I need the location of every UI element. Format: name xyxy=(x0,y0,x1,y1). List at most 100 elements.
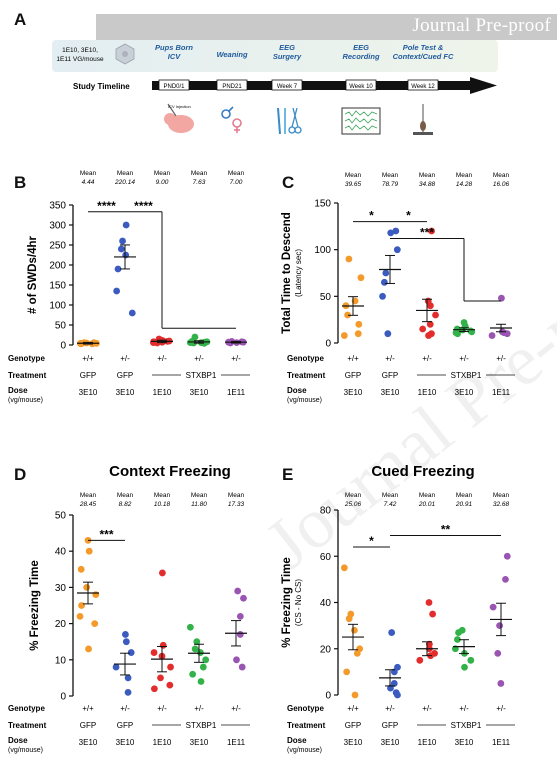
dose-value: 1E11 xyxy=(227,388,246,397)
data-point xyxy=(357,274,365,282)
data-point xyxy=(388,629,396,636)
dose-value: 1E10 xyxy=(153,738,172,747)
treatment-value: GFP xyxy=(382,721,398,730)
data-point xyxy=(158,569,166,577)
y-axis-label: % Freezing Time xyxy=(281,557,293,648)
data-point xyxy=(387,229,395,237)
surgical-tools-icon xyxy=(277,107,302,135)
data-point xyxy=(489,603,497,611)
genotype-row-label: Genotype xyxy=(287,704,324,713)
data-point xyxy=(122,638,130,646)
data-point xyxy=(113,287,121,295)
data-point xyxy=(432,311,439,319)
data-point xyxy=(467,327,475,335)
data-point xyxy=(502,575,509,583)
treatment-value: GFP xyxy=(117,721,133,730)
data-point xyxy=(122,221,130,229)
chart-title: Cued Freezing xyxy=(371,463,474,480)
genotype-value: +/+ xyxy=(82,704,94,713)
data-point xyxy=(488,332,496,339)
dose-row-label: Dose xyxy=(287,386,307,395)
mean-value: 17.33 xyxy=(228,501,245,508)
data-point xyxy=(343,668,351,676)
mean-value: 220.14 xyxy=(114,179,135,186)
mean-label: Mean xyxy=(493,492,510,499)
data-point xyxy=(240,594,247,602)
mean-label: Mean xyxy=(117,170,134,177)
event-title: ICV xyxy=(168,52,182,61)
mean-label: Mean xyxy=(419,492,436,499)
genotype-value: +/+ xyxy=(347,354,359,363)
data-point xyxy=(425,599,433,606)
mean-label: Mean xyxy=(154,170,171,177)
data-point xyxy=(340,332,348,339)
y-tick-label: 10 xyxy=(55,655,67,666)
y-axis-label: Total Time to Descend xyxy=(281,212,293,334)
data-point xyxy=(344,311,351,319)
treatment-row-label: Treatment xyxy=(8,721,47,730)
timeline-label: Study Timeline xyxy=(73,82,130,91)
data-point xyxy=(354,330,362,338)
dose-note-line-1: 1E10, 3E10, xyxy=(62,47,98,54)
mean-label: Mean xyxy=(191,170,208,177)
mean-value: 14.28 xyxy=(456,181,473,188)
data-point xyxy=(114,265,122,273)
significance-stars: **** xyxy=(134,199,153,213)
male-female-icon xyxy=(221,106,242,133)
dose-row-label: Dose xyxy=(8,736,28,745)
data-point xyxy=(497,680,505,687)
cued-freezing-chart: Cued Freezing Mean 25.06 Mean 7.42 Mean 20.01 M… xyxy=(281,463,515,754)
timeline-arrow-head xyxy=(470,77,497,94)
data-point xyxy=(392,227,400,235)
data-point xyxy=(199,663,207,671)
data-point xyxy=(233,656,240,664)
chart-title: Context Freezing xyxy=(109,463,231,480)
data-point xyxy=(455,629,462,636)
y-axis-sublabel: (Latency sec) xyxy=(294,249,303,297)
genotype-value: +/- xyxy=(120,354,130,363)
treatment-value: GFP xyxy=(382,371,398,380)
genotype-value: +/- xyxy=(231,354,241,363)
data-point xyxy=(150,649,158,656)
data-point xyxy=(379,292,386,300)
stxbp1-label: STXBP1 xyxy=(186,371,217,380)
dose-value: 1E11 xyxy=(227,738,246,747)
data-point xyxy=(166,681,174,689)
y-tick-label: 150 xyxy=(314,199,331,210)
data-point xyxy=(77,565,85,573)
mean-value: 8.82 xyxy=(119,501,132,508)
treatment-row-label: Treatment xyxy=(8,371,47,380)
data-point xyxy=(112,663,120,671)
y-tick-label: 200 xyxy=(49,261,66,272)
panel-letter-d: D xyxy=(14,465,27,484)
genotype-value: +/- xyxy=(194,354,204,363)
dose-unit-label: (vg/mouse) xyxy=(8,397,43,404)
dose-note-line-2: 1E11 VG/mouse xyxy=(56,56,104,63)
dose-value: 1E11 xyxy=(492,388,511,397)
data-point xyxy=(340,564,348,572)
data-point xyxy=(236,612,244,620)
treatment-row-label: Treatment xyxy=(287,371,326,380)
mean-label: Mean xyxy=(419,172,436,179)
event-title: Surgery xyxy=(273,52,302,61)
data-point xyxy=(452,329,460,337)
dose-unit-label: (vg/mouse) xyxy=(287,747,322,754)
timeline-tick-label: Week 10 xyxy=(349,84,373,90)
data-point xyxy=(503,552,511,560)
mean-value: 10.18 xyxy=(154,501,171,508)
genotype-value: +/- xyxy=(459,704,469,713)
mean-label: Mean xyxy=(117,492,134,499)
y-tick-label: 150 xyxy=(49,281,66,292)
dose-value: 3E10 xyxy=(344,738,363,747)
neonatal-pup-icon xyxy=(164,103,194,133)
y-axis-sublabel: (CS - No CS) xyxy=(294,579,303,626)
eeg-trace-icon xyxy=(341,107,381,135)
data-point xyxy=(124,688,132,696)
data-point xyxy=(425,332,432,339)
mean-label: Mean xyxy=(456,172,473,179)
mean-value: 9.00 xyxy=(156,179,169,186)
data-point xyxy=(384,330,392,338)
genotype-value: +/- xyxy=(496,704,506,713)
mean-label: Mean xyxy=(80,492,97,499)
